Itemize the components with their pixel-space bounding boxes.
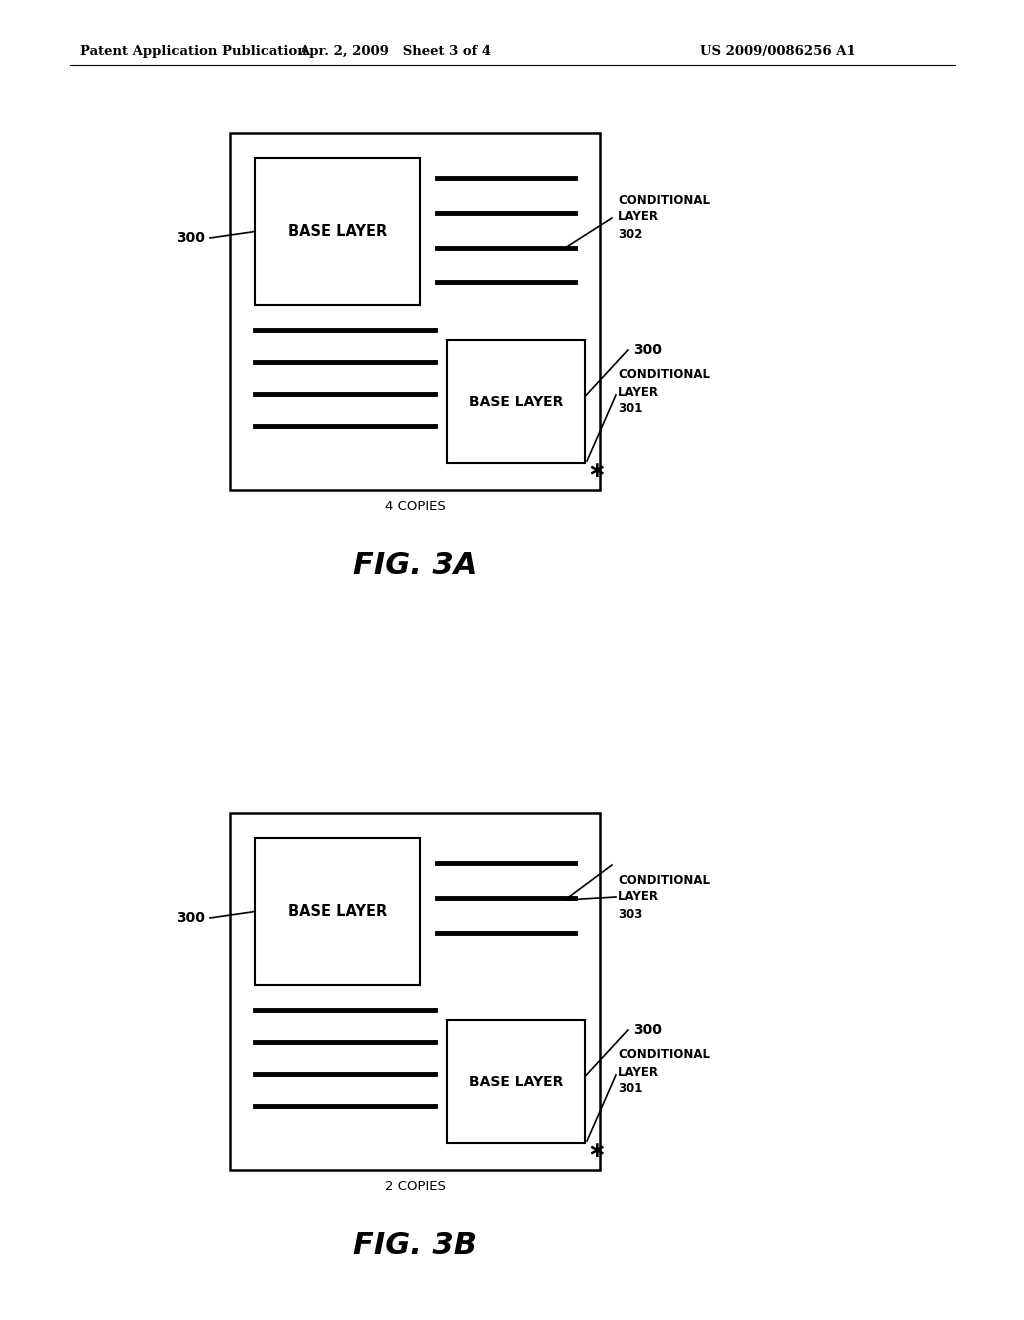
Text: 303: 303: [618, 908, 642, 920]
Text: 4 COPIES: 4 COPIES: [385, 500, 445, 513]
Text: LAYER: LAYER: [618, 385, 659, 399]
Text: Apr. 2, 2009   Sheet 3 of 4: Apr. 2, 2009 Sheet 3 of 4: [299, 45, 492, 58]
Text: BASE LAYER: BASE LAYER: [469, 395, 563, 408]
Text: US 2009/0086256 A1: US 2009/0086256 A1: [700, 45, 856, 58]
Text: CONDITIONAL: CONDITIONAL: [618, 874, 710, 887]
Text: LAYER: LAYER: [618, 1065, 659, 1078]
Text: 301: 301: [618, 1082, 642, 1096]
Text: FIG. 3B: FIG. 3B: [353, 1230, 477, 1259]
Bar: [230, 813, 600, 1170]
Bar: [255, 838, 420, 985]
Text: 300: 300: [176, 231, 205, 246]
Text: ∗: ∗: [587, 461, 605, 480]
Text: 300: 300: [176, 911, 205, 925]
Bar: [255, 158, 420, 305]
Text: CONDITIONAL: CONDITIONAL: [618, 194, 710, 206]
Text: LAYER: LAYER: [618, 891, 659, 903]
Bar: [447, 341, 585, 463]
Text: ∗: ∗: [587, 1140, 605, 1162]
Text: FIG. 3A: FIG. 3A: [353, 550, 477, 579]
Text: 302: 302: [618, 227, 642, 240]
Text: BASE LAYER: BASE LAYER: [469, 1074, 563, 1089]
Text: 301: 301: [618, 403, 642, 416]
Text: CONDITIONAL: CONDITIONAL: [618, 368, 710, 381]
Text: LAYER: LAYER: [618, 210, 659, 223]
Text: BASE LAYER: BASE LAYER: [288, 904, 387, 919]
Text: CONDITIONAL: CONDITIONAL: [618, 1048, 710, 1061]
Text: 300: 300: [633, 1023, 662, 1038]
Text: 2 COPIES: 2 COPIES: [385, 1180, 445, 1193]
Text: Patent Application Publication: Patent Application Publication: [80, 45, 307, 58]
Text: 300: 300: [633, 343, 662, 356]
Bar: [447, 1020, 585, 1143]
Bar: [230, 133, 600, 490]
Text: BASE LAYER: BASE LAYER: [288, 224, 387, 239]
